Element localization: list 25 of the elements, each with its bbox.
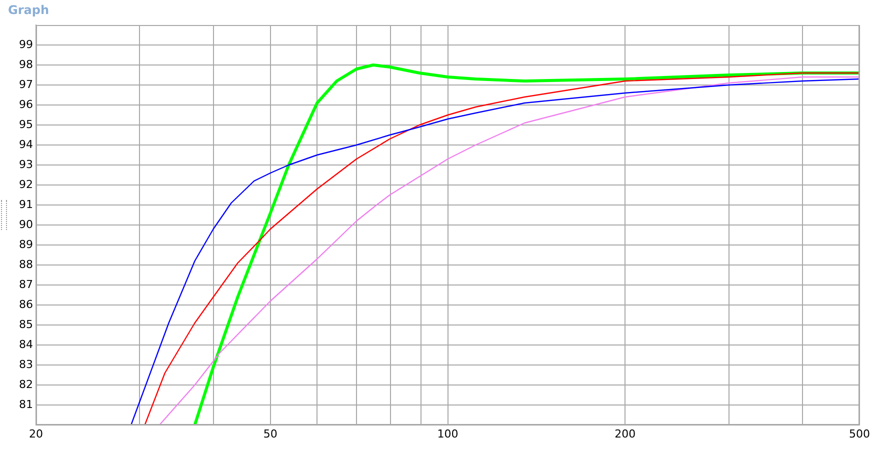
y-tick-label: 93 — [19, 158, 33, 171]
y-tick-label: 89 — [19, 238, 33, 251]
y-tick-label: 91 — [19, 198, 33, 211]
y-tick-label: 88 — [19, 258, 33, 271]
x-tick-label: 200 — [614, 427, 636, 440]
y-tick-label: 85 — [19, 318, 33, 331]
y-tick-label: 86 — [19, 298, 33, 311]
chart-title: Graph — [8, 3, 49, 17]
y-tick-label: 92 — [19, 178, 33, 191]
x-tick-label: 500 — [849, 427, 870, 440]
y-tick-label: 84 — [19, 338, 33, 351]
y-tick-label: 81 — [19, 398, 33, 411]
y-tick-label: 95 — [19, 118, 33, 131]
y-tick-label: 94 — [19, 138, 33, 151]
y-tick-label: 99 — [19, 38, 33, 51]
y-tick-label: 98 — [19, 58, 33, 71]
x-tick-label: 20 — [29, 427, 43, 440]
y-tick-label: 87 — [19, 278, 33, 291]
y-tick-label: 83 — [19, 358, 33, 371]
x-tick-label: 100 — [437, 427, 458, 440]
x-tick-label: 50 — [263, 427, 278, 440]
y-tick-label: 97 — [19, 78, 33, 91]
y-tick-label: 82 — [19, 378, 33, 391]
y-tick-label: 96 — [19, 98, 33, 111]
y-tick-label: 90 — [19, 218, 33, 231]
